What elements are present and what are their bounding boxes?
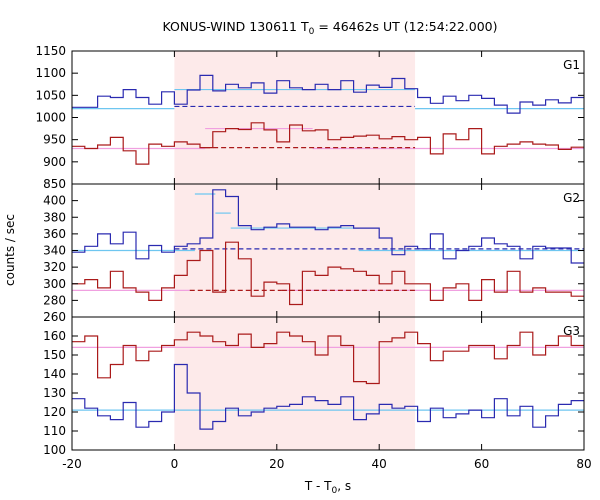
g2-series-red [72,241,584,306]
g1-series-red [72,122,584,165]
y-tick-label: 300 [43,277,66,291]
y-tick-label: 380 [43,210,66,224]
x-tick-label: 40 [372,457,387,471]
y-tick-label: 160 [43,329,66,343]
y-tick-label: 130 [43,386,66,400]
y-tick-label: 100 [43,443,66,457]
y-tick-label: 140 [43,367,66,381]
axes-layer: 8509009501000105011001150G12602803003203… [35,44,591,471]
x-tick-label: 20 [269,457,284,471]
panel-label-g1: G1 [563,58,580,72]
y-tick-label: 900 [43,155,66,169]
x-tick-label: 0 [171,457,179,471]
x-tick-label: 80 [576,457,591,471]
y-tick-label: 1000 [35,111,66,125]
y-tick-label: 1150 [35,44,66,58]
g1-series-blue [72,74,584,114]
y-tick-label: 150 [43,348,66,362]
x-tick-label: -20 [62,457,82,471]
data-layer [72,74,584,430]
y-tick-label: 110 [43,424,66,438]
y-tick-label: 320 [43,260,66,274]
panel-label-g3: G3 [563,324,580,338]
y-tick-label: 1100 [35,66,66,80]
chart-title: KONUS-WIND 130611 T0 = 46462s UT (12:54:… [162,19,497,37]
y-tick-label: 1050 [35,88,66,102]
g3-series-blue [72,363,584,430]
g2-series-blue [72,189,584,264]
panel-label-g2: G2 [563,191,580,205]
y-axis-label: counts / sec [3,214,17,286]
g3-panel-frame [71,316,585,451]
y-tick-label: 360 [43,227,66,241]
y-tick-label: 260 [43,310,66,324]
x-axis-label: T - T0, s [304,479,351,496]
y-tick-label: 950 [43,133,66,147]
x-tick-label: 60 [474,457,489,471]
y-tick-label: 850 [43,177,66,191]
y-tick-label: 400 [43,194,66,208]
y-tick-label: 120 [43,405,66,419]
y-tick-label: 340 [43,244,66,258]
y-tick-label: 280 [43,293,66,307]
g3-series-red [72,331,584,385]
